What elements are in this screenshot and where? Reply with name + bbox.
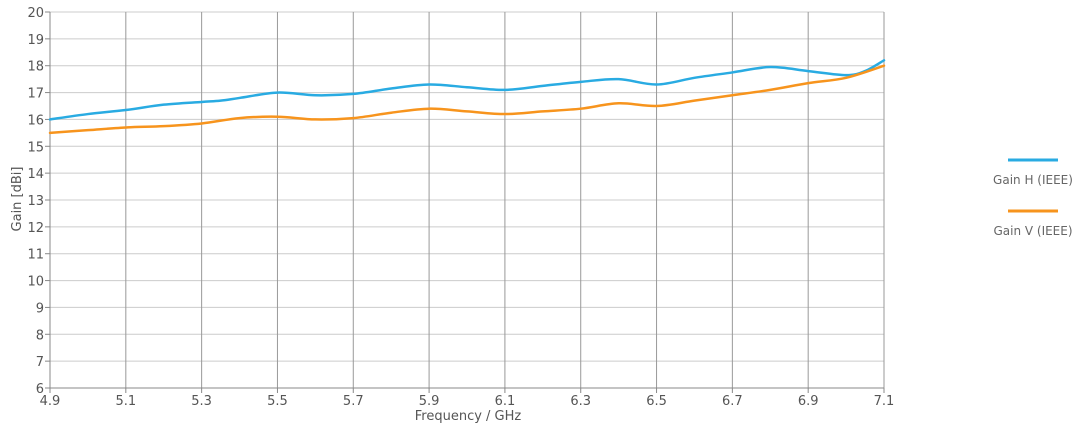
y-tick-label: 12 bbox=[27, 221, 44, 236]
x-axis: 4.9 5.1 5.3 5.5 5.7 5.9 6.1 6.3 6.5 6.7 6.9 7.1 bbox=[40, 387, 895, 409]
x-tick-label: 6.1 bbox=[495, 394, 516, 409]
legend-label-gain-h-ieee: Gain H (IEEE) bbox=[993, 173, 1072, 187]
x-tick-label: 7.1 bbox=[874, 394, 895, 409]
legend: Gain H (IEEE) Gain V (IEEE) bbox=[993, 158, 1072, 238]
x-tick-label: 5.3 bbox=[191, 394, 212, 409]
y-tick-label: 17 bbox=[27, 87, 44, 102]
y-tick-label: 7 bbox=[36, 355, 44, 370]
y-tick-label: 16 bbox=[27, 113, 44, 128]
y-tick-label: 15 bbox=[27, 140, 44, 155]
x-tick-label: 5.9 bbox=[419, 394, 440, 409]
x-tick-label: 6.7 bbox=[722, 394, 743, 409]
x-axis-title: Frequency / GHz bbox=[415, 409, 522, 424]
y-tick-label: 6 bbox=[36, 382, 44, 397]
y-tick-label: 9 bbox=[36, 301, 44, 316]
x-tick-label: 5.7 bbox=[343, 394, 364, 409]
x-tick-label: 5.5 bbox=[267, 394, 288, 409]
grid bbox=[49, 11, 885, 389]
y-tick-label: 10 bbox=[27, 275, 44, 290]
series-line-gain-h-ieee bbox=[48, 59, 886, 121]
y-tick-label: 13 bbox=[27, 194, 44, 209]
x-tick-label: 5.1 bbox=[115, 394, 136, 409]
plot-series bbox=[48, 59, 886, 135]
y-tick-label: 14 bbox=[27, 167, 44, 182]
x-tick-label: 6.3 bbox=[570, 394, 591, 409]
y-tick-label: 20 bbox=[27, 6, 44, 21]
x-tick-label: 4.9 bbox=[40, 394, 61, 409]
y-axis: 6 7 8 9 10 11 12 13 14 15 16 17 18 19 20 bbox=[27, 6, 51, 397]
y-axis-title: Gain [dBi] bbox=[10, 167, 25, 232]
y-tick-label: 18 bbox=[27, 60, 44, 75]
y-tick-label: 8 bbox=[36, 328, 44, 343]
series-line-gain-v-ieee bbox=[48, 64, 886, 135]
x-tick-label: 6.9 bbox=[798, 394, 819, 409]
x-tick-label: 6.5 bbox=[646, 394, 667, 409]
legend-label-gain-v-ieee: Gain V (IEEE) bbox=[993, 224, 1072, 238]
y-tick-label: 19 bbox=[27, 33, 44, 48]
y-tick-label: 11 bbox=[27, 248, 44, 263]
